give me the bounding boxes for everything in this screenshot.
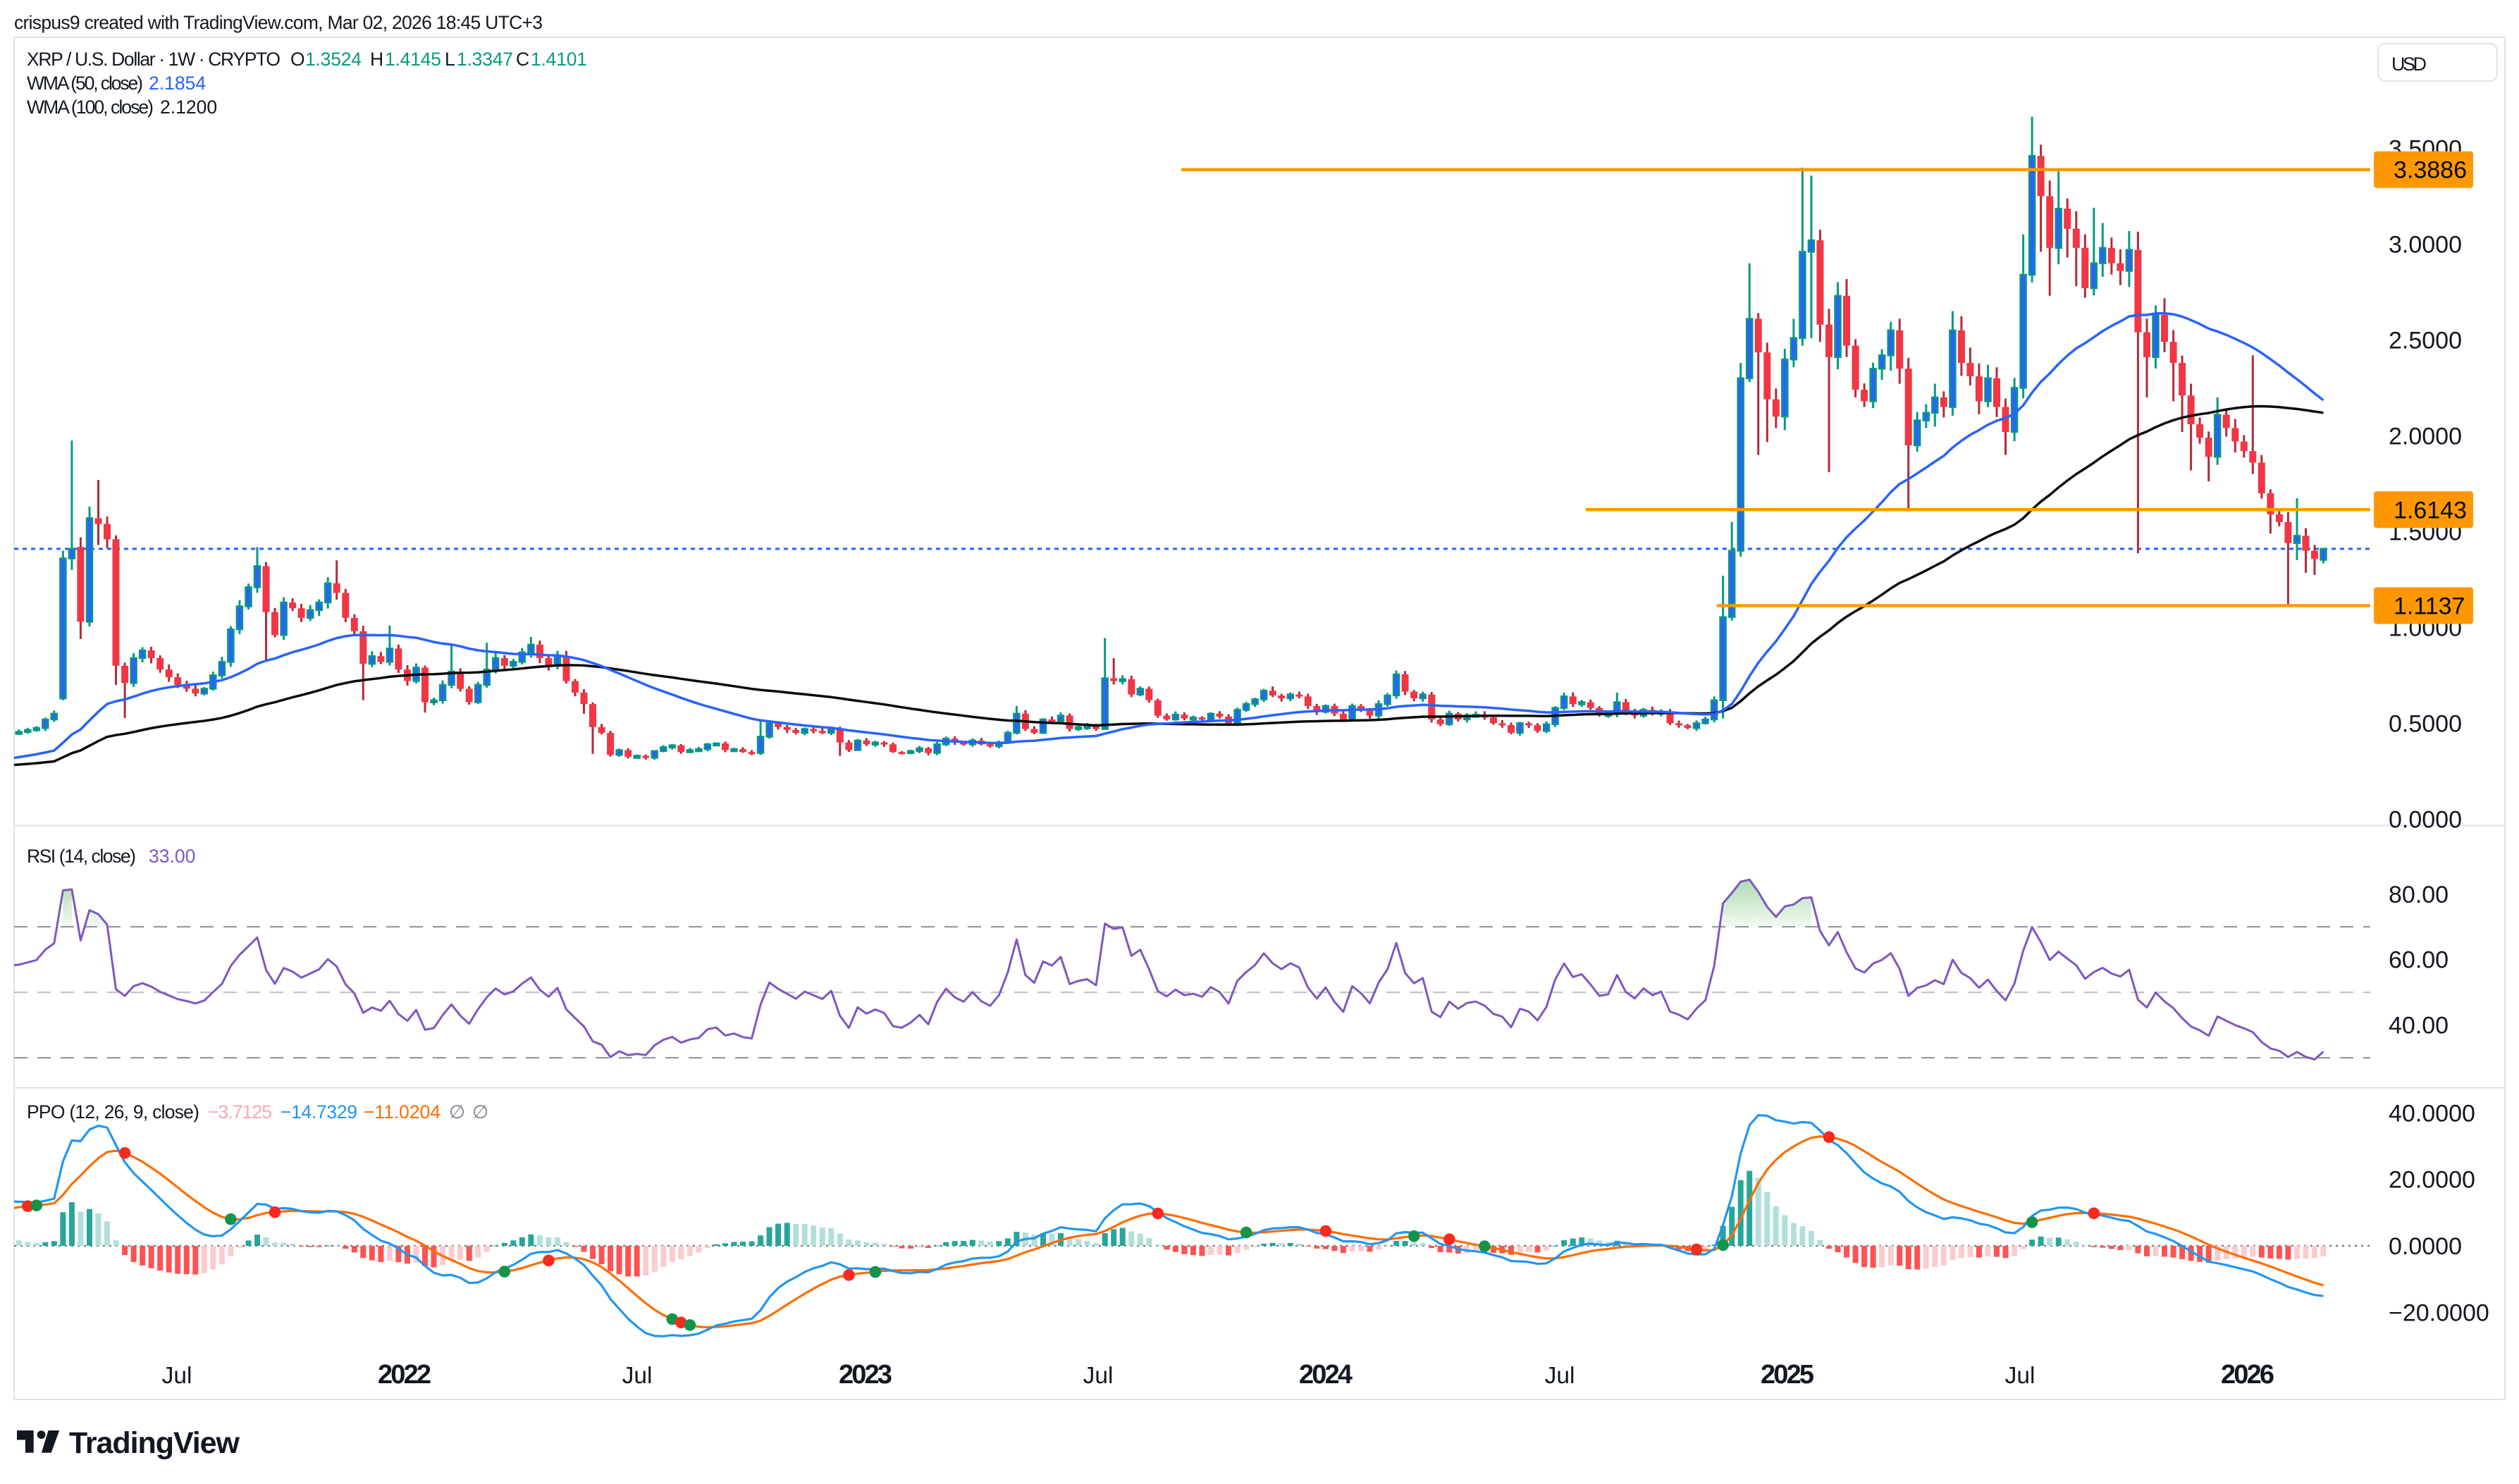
svg-text:0.5000: 0.5000 <box>2389 710 2462 737</box>
svg-text:1.1137: 1.1137 <box>2394 593 2465 620</box>
svg-text:3.0000: 3.0000 <box>2389 231 2462 258</box>
svg-text:WMA (100, close)2.1200: WMA (100, close) 2.1200 <box>27 97 217 118</box>
svg-text:Jul: Jul <box>162 1363 192 1389</box>
svg-text:2022: 2022 <box>378 1360 431 1390</box>
svg-text:TradingView: TradingView <box>69 1426 240 1460</box>
svg-text:Jul: Jul <box>1083 1363 1114 1389</box>
svg-text:Jul: Jul <box>2005 1363 2035 1389</box>
svg-text:−20.0000: −20.0000 <box>2389 1299 2489 1326</box>
svg-text:PPO (12, 26, 9, close)−3.7125−: PPO (12, 26, 9, close) −3.7125 −14.7329 −11… <box>27 1101 488 1123</box>
svg-text:80.00: 80.00 <box>2389 882 2449 908</box>
svg-text:2024: 2024 <box>1299 1360 1353 1390</box>
svg-text:2.0000: 2.0000 <box>2389 423 2462 450</box>
svg-text:2023: 2023 <box>839 1360 892 1390</box>
svg-text:40.0000: 40.0000 <box>2389 1100 2475 1127</box>
svg-text:0.0000: 0.0000 <box>2389 806 2462 833</box>
svg-text:2026: 2026 <box>2221 1360 2274 1390</box>
svg-text:WMA (50, close)2.1854: WMA (50, close) 2.1854 <box>27 73 206 94</box>
svg-text:20.0000: 20.0000 <box>2389 1167 2475 1194</box>
svg-text:1.6143: 1.6143 <box>2394 497 2467 524</box>
svg-text:3.3886: 3.3886 <box>2394 157 2467 184</box>
svg-text:XRP / U.S. Dollar · 1W · CRYPT: XRP / U.S. Dollar · 1W · CRYPTO O1.3524 H1… <box>27 49 587 70</box>
svg-text:2.5000: 2.5000 <box>2389 327 2462 354</box>
svg-text:crispus9 created with TradingV: crispus9 created with TradingView.com, M… <box>14 12 543 33</box>
svg-text:Jul: Jul <box>622 1363 653 1389</box>
svg-text:Jul: Jul <box>1545 1363 1575 1389</box>
svg-text:60.00: 60.00 <box>2389 947 2449 974</box>
svg-text:2025: 2025 <box>1761 1360 1814 1390</box>
svg-text:40.00: 40.00 <box>2389 1013 2449 1039</box>
svg-text:RSI (14, close)33.00: RSI (14, close) 33.00 <box>27 846 195 867</box>
svg-text:0.0000: 0.0000 <box>2389 1233 2462 1260</box>
svg-text:USD: USD <box>2391 54 2427 75</box>
